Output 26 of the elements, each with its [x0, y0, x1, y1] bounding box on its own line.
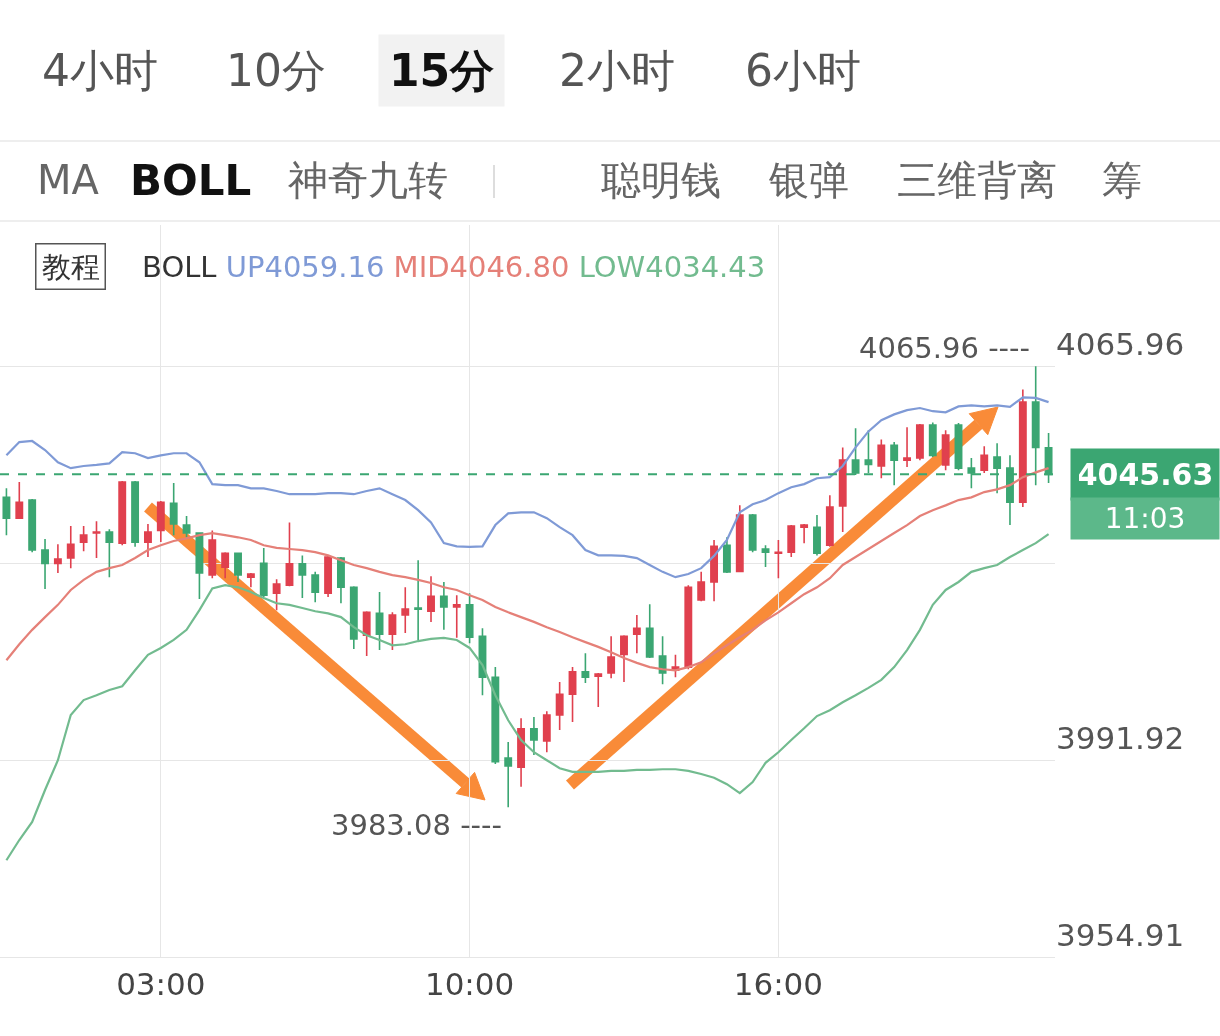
text: 神奇九转	[288, 157, 448, 203]
x-tick-label: 10:00	[424, 966, 515, 1003]
text: 银弹	[768, 157, 849, 203]
annotation: BOLL	[142, 250, 217, 284]
text: 15分	[389, 45, 495, 96]
text: 筹	[1102, 157, 1142, 203]
text: 三维背离	[897, 157, 1057, 203]
text: 聪明钱	[601, 157, 721, 203]
text: UP4059.16	[225, 250, 385, 284]
text: 2小时	[559, 45, 675, 96]
text: 6小时	[745, 45, 861, 96]
x-tick-label: 16:00	[733, 966, 824, 1003]
text: BOLL	[130, 156, 252, 205]
annotation: 3983.08 ----	[331, 808, 502, 842]
annotation: 教程	[41, 249, 100, 284]
text: LOW4034.43	[578, 250, 766, 284]
text: 10分	[226, 45, 326, 96]
text: 11:03	[1104, 502, 1186, 535]
text: MA	[37, 157, 100, 203]
y-tick-label: 4065.96	[1056, 326, 1185, 363]
y-tick-label: 3954.91	[1056, 917, 1185, 954]
x-tick-label: 03:00	[116, 966, 206, 1003]
text: 4小时	[42, 45, 158, 96]
y-tick-label: 3991.92	[1056, 720, 1185, 757]
annotation: 4065.96 ----	[859, 331, 1030, 365]
text: MID4046.80	[393, 250, 570, 284]
